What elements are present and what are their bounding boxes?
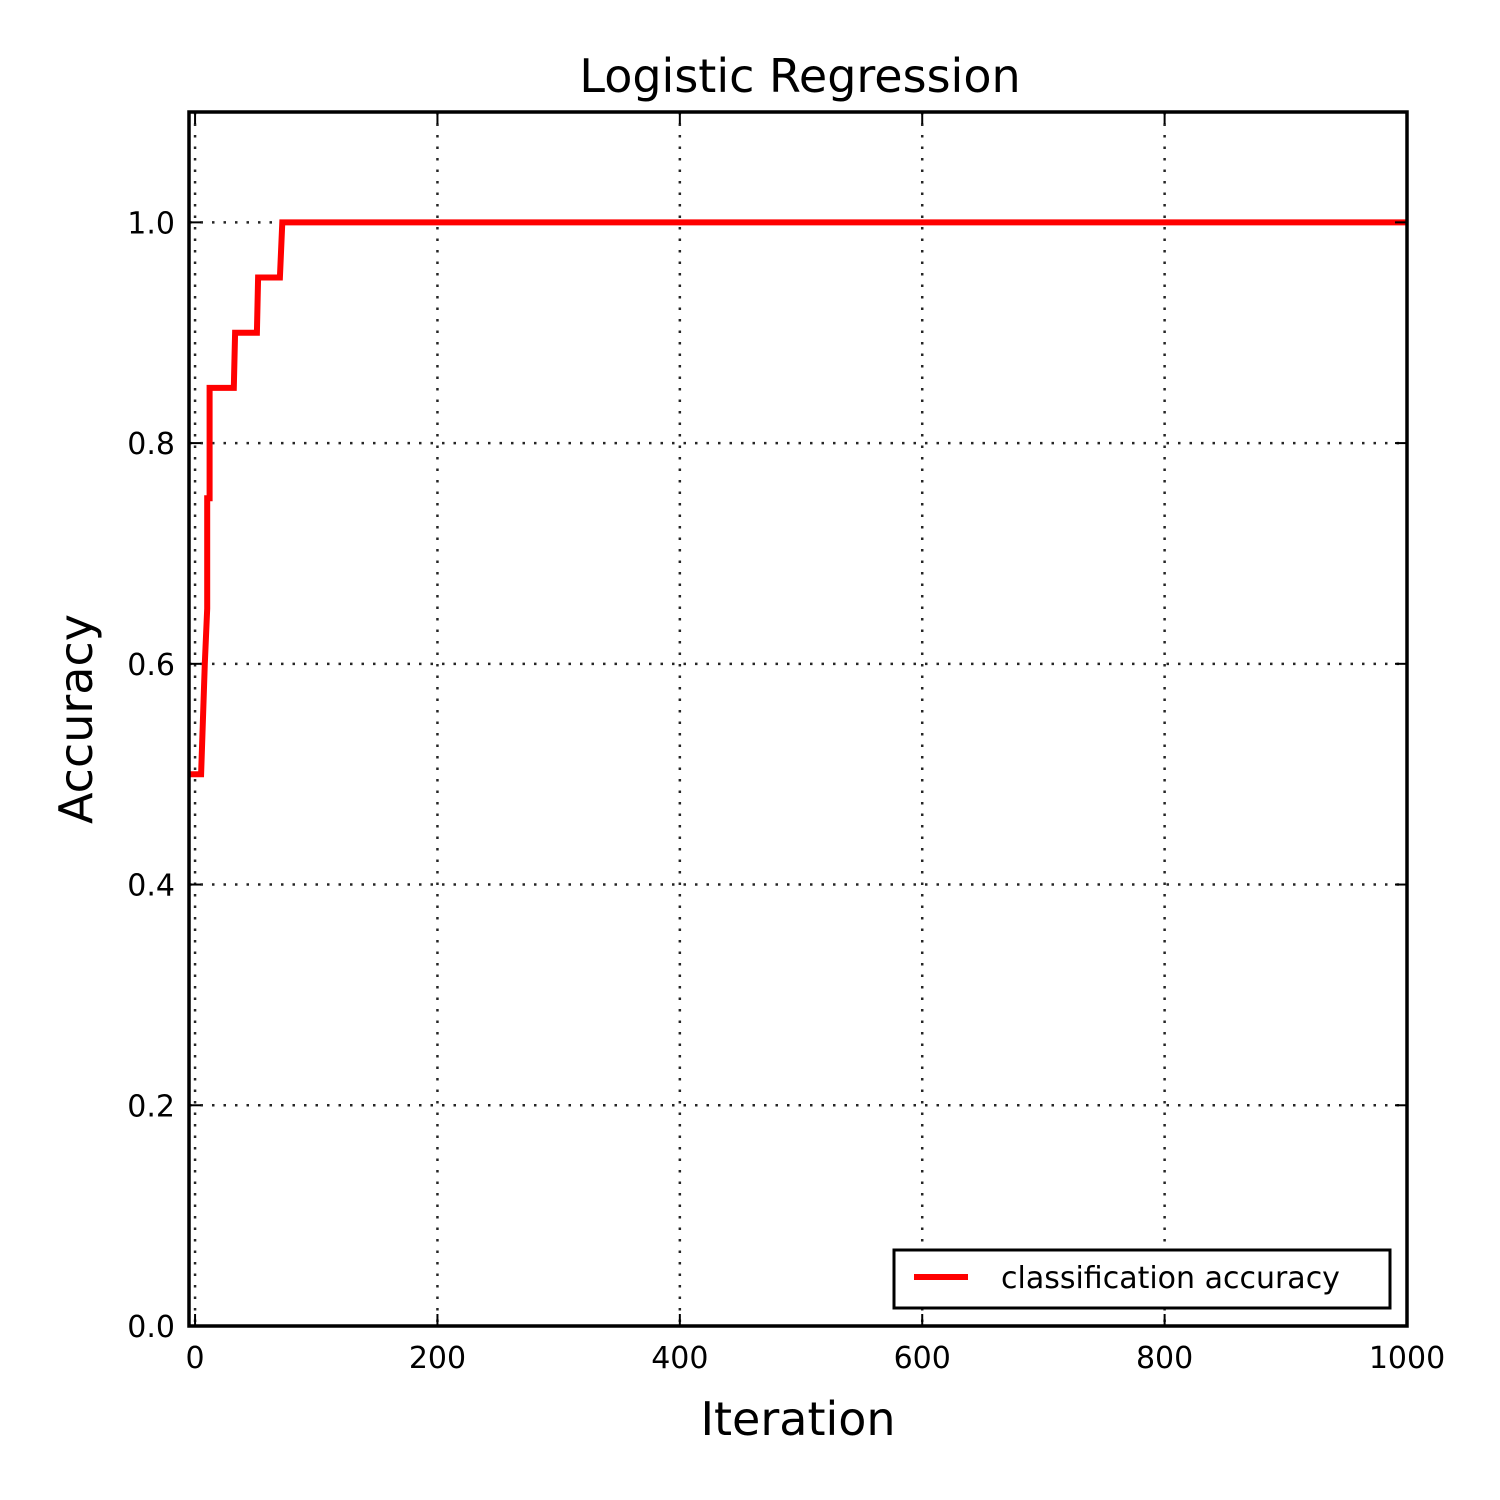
y-tick-label: 0.8 bbox=[127, 427, 175, 462]
x-tick-label: 0 bbox=[186, 1341, 205, 1376]
y-tick-label: 0.6 bbox=[127, 648, 175, 683]
x-tick-label: 800 bbox=[1136, 1341, 1193, 1376]
x-tick-label: 400 bbox=[651, 1341, 708, 1376]
grid bbox=[189, 112, 1409, 1328]
series-line-classification-accuracy bbox=[189, 219, 1407, 778]
tick-labels: 0 200 400 600 800 1000 0.0 0.2 0.4 0.6 0.8 1.0 bbox=[127, 206, 1445, 1376]
series-layer bbox=[189, 219, 1407, 778]
legend: classification accuracy bbox=[892, 1248, 1392, 1310]
y-tick-label: 0.4 bbox=[127, 869, 175, 904]
y-tick-label: 0.2 bbox=[127, 1089, 175, 1124]
chart-title: Logistic Regression bbox=[579, 49, 1020, 103]
x-axis-label: Iteration bbox=[700, 1392, 895, 1446]
legend-box bbox=[892, 1248, 1392, 1310]
x-tick-label: 200 bbox=[409, 1341, 466, 1376]
x-tick-label: 600 bbox=[894, 1341, 951, 1376]
ticks bbox=[189, 112, 1408, 1327]
y-axis-label: Accuracy bbox=[49, 614, 103, 824]
legend-label: classification accuracy bbox=[1001, 1261, 1340, 1296]
plot-frame bbox=[187, 110, 1409, 1328]
y-tick-label: 1.0 bbox=[127, 206, 175, 241]
x-tick-label: 1000 bbox=[1369, 1341, 1445, 1376]
y-tick-label: 0.0 bbox=[127, 1310, 175, 1345]
